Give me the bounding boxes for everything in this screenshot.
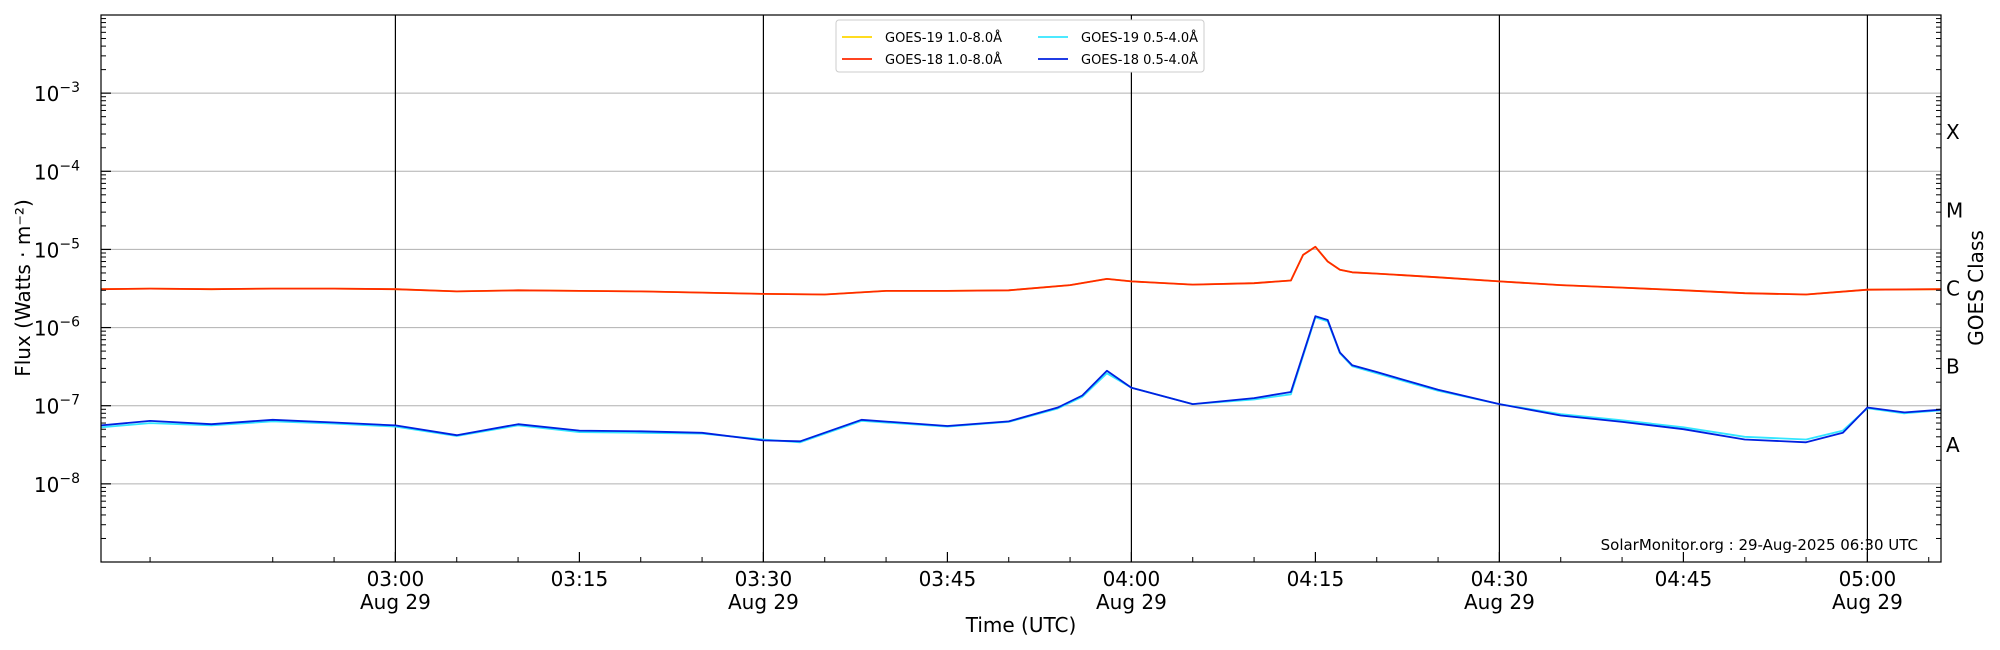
series-line-3 <box>100 316 1942 444</box>
grid-layer <box>101 92 1941 485</box>
x-tick-label: 05:00 <box>1839 567 1897 591</box>
series-line-1 <box>100 245 1942 296</box>
legend-label: GOES-18 1.0-8.0Å <box>885 52 1002 68</box>
y-tick-label: 10−6 <box>34 315 80 341</box>
x-tick-date-label: Aug 29 <box>1096 590 1167 614</box>
x-tick-date-label: Aug 29 <box>1464 590 1535 614</box>
y-axis-title: Flux (Watts · m⁻²) <box>11 199 35 377</box>
series-layer <box>100 245 1942 444</box>
x-tick-label: 04:30 <box>1471 567 1529 591</box>
x-tick-label: 03:15 <box>551 567 609 591</box>
x-tick-label: 04:00 <box>1103 567 1161 591</box>
legend-box <box>835 19 1205 73</box>
x-tick-date-label: Aug 29 <box>1832 590 1903 614</box>
series-line-2 <box>100 245 1942 296</box>
goes-class-label: A <box>1946 433 1960 457</box>
x-tick-date-label: Aug 29 <box>728 590 799 614</box>
watermark-text: SolarMonitor.org : 29-Aug-2025 06:30 UTC <box>1601 536 1918 554</box>
x-tick-label: 04:45 <box>1655 567 1713 591</box>
x-tick-label: 03:00 <box>367 567 425 591</box>
goes-class-label: M <box>1946 198 1963 222</box>
goes-class-label: C <box>1946 277 1960 301</box>
legend-label: GOES-19 0.5-4.0Å <box>1081 30 1198 46</box>
x-tick-label: 04:15 <box>1287 567 1345 591</box>
x-tick-label: 03:45 <box>919 567 977 591</box>
x-axis-title: Time (UTC) <box>965 613 1077 637</box>
plot-frame <box>100 14 1942 563</box>
goes-class-axis-title: GOES Class <box>1964 230 1988 346</box>
y-tick-label: 10−7 <box>34 393 80 419</box>
goes-class-label: B <box>1946 355 1960 379</box>
x-tick-date-label: Aug 29 <box>360 590 431 614</box>
goes-class-label: X <box>1946 120 1960 144</box>
y-tick-label: 10−3 <box>34 80 80 106</box>
y-tick-label: 10−4 <box>34 158 80 184</box>
x-tick-label: 03:30 <box>735 567 793 591</box>
series-line-4 <box>100 315 1942 444</box>
y-tick-label: 10−5 <box>34 236 80 262</box>
legend-label: GOES-18 0.5-4.0Å <box>1081 52 1198 68</box>
legend-label: GOES-19 1.0-8.0Å <box>885 30 1002 46</box>
y-tick-label: 10−8 <box>34 471 80 497</box>
legend: GOES-19 1.0-8.0Å GOES-18 1.0-8.0Å GOES-19 … <box>835 19 1205 73</box>
